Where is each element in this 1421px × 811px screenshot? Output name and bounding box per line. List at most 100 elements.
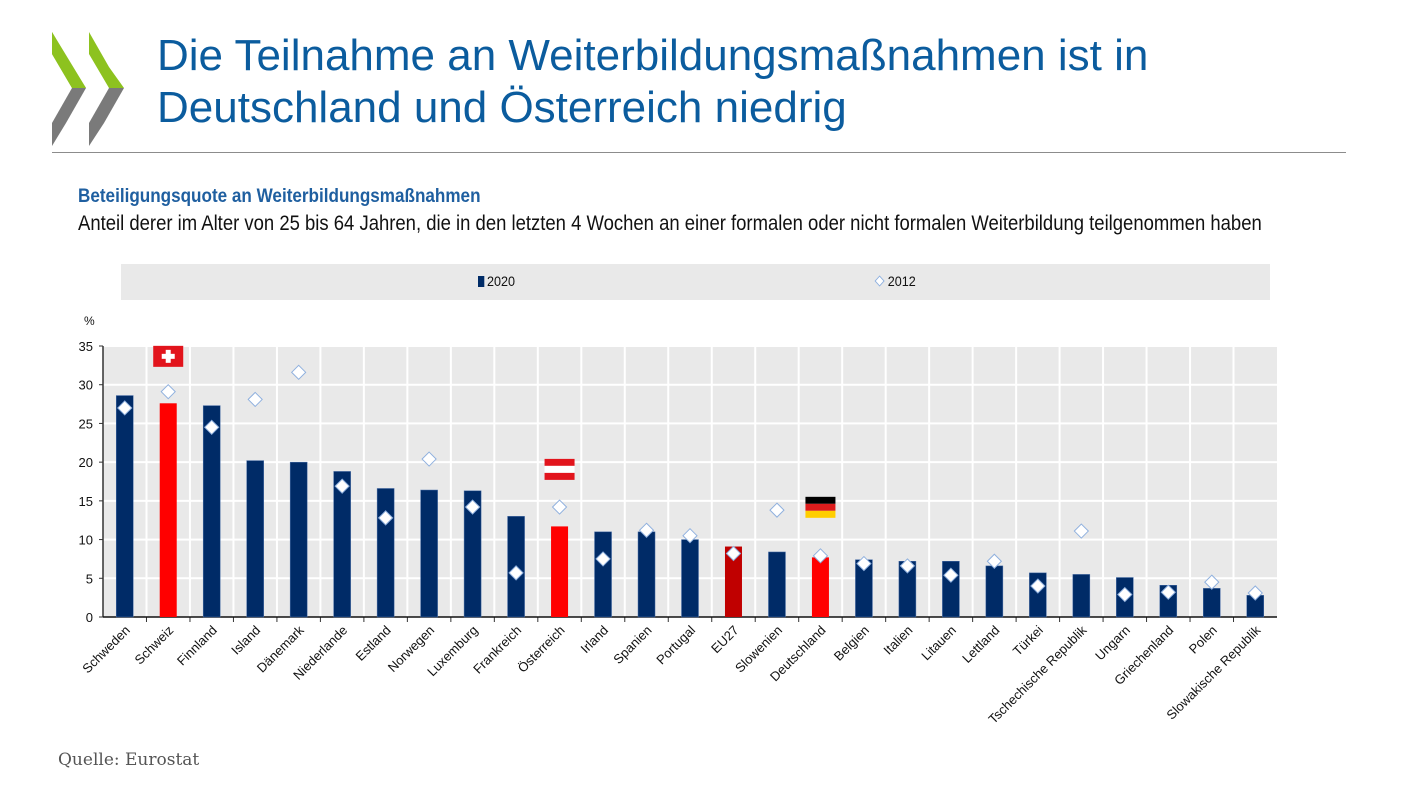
marker-2012: [551, 499, 568, 515]
x-tick-label: Österreich: [515, 623, 568, 676]
legend-bar-swatch-icon: [478, 276, 485, 287]
y-tick-label: 20: [79, 455, 93, 470]
marker-2012: [725, 545, 742, 562]
y-tick-label: 35: [79, 339, 93, 354]
x-tick-label: Türkei: [1010, 622, 1046, 658]
y-axis-label: %: [84, 314, 95, 328]
logo-chevron-left-green-fill: [52, 32, 86, 88]
marker-2012: [290, 364, 307, 381]
marker-2012: [986, 553, 1003, 569]
bar-2020: [811, 557, 829, 617]
x-tick-label: Island: [228, 623, 263, 658]
bar-2020: [768, 551, 786, 618]
bar-2020: [376, 488, 395, 618]
x-tick-label: Litauen: [918, 623, 959, 664]
x-tick-label: Polen: [1186, 623, 1220, 657]
marker-2012: [203, 419, 220, 436]
y-tick-label: 5: [86, 571, 93, 586]
marker-2012: [1160, 584, 1177, 600]
source-note: Quelle: Eurostat: [58, 750, 200, 770]
page-title-line2: Deutschland und Österreich niedrig: [157, 83, 847, 132]
germany-flag-gold: [805, 510, 836, 518]
marker-2012: [160, 383, 176, 400]
switzerland-flag-cross-h: [161, 353, 175, 359]
bar-2020: [1072, 574, 1091, 618]
x-tick-label: Lettland: [959, 623, 1002, 666]
marker-2012: [638, 522, 655, 538]
oecd-logo: [52, 32, 124, 146]
marker-2012: [508, 565, 524, 581]
marker-2012: [247, 391, 263, 408]
x-tick-label: Irland: [578, 623, 612, 657]
bar-2020: [1203, 588, 1221, 618]
x-tick-label: Schweiz: [131, 623, 176, 668]
y-tick-label: 15: [79, 494, 93, 509]
marker-2012: [1247, 585, 1263, 601]
marker-2012: [1030, 578, 1046, 594]
legend-label-2020: 2020: [487, 273, 516, 289]
bar-2020: [246, 460, 264, 618]
logo-chevron-left-green: [52, 32, 86, 88]
bar-2020: [202, 405, 221, 618]
marker-2012: [856, 555, 872, 572]
marker-2012: [464, 499, 481, 515]
marker-2012: [595, 551, 611, 567]
marker-2012: [1117, 586, 1133, 603]
bar-2020: [985, 565, 1004, 618]
germany-flag-icon: [805, 496, 836, 504]
bar-2020: [289, 461, 308, 618]
bar-2020: [463, 490, 482, 618]
bar-2020: [420, 489, 438, 618]
bar-2020: [681, 539, 699, 618]
marker-2012: [812, 548, 829, 564]
y-tick-label: 10: [79, 533, 93, 548]
marker-2012: [421, 451, 437, 467]
x-tick-label: Portugal: [653, 622, 698, 667]
marker-2012: [769, 502, 785, 518]
bar-2020: [724, 546, 742, 617]
austria-flag-icon: [544, 458, 575, 466]
bar-2020: [594, 531, 612, 618]
x-tick-label: Belgien: [831, 623, 872, 664]
x-tick-label: Ungarn: [1092, 623, 1133, 664]
x-tick-label: Finnland: [174, 623, 220, 669]
chart-legend: 2020 2012: [121, 264, 1270, 300]
bar-2020: [115, 395, 134, 618]
marker-2012: [1204, 574, 1220, 590]
legend-item-2012: 2012: [874, 273, 916, 289]
germany-flag-red: [805, 503, 836, 511]
bar-2020: [159, 403, 177, 617]
marker-2012: [943, 567, 959, 583]
marker-2012: [117, 400, 133, 416]
bar-2020: [551, 526, 569, 617]
marker-2012: [899, 558, 916, 574]
marker-2012: [1073, 523, 1090, 539]
chart-description: Anteil derer im Alter von 25 bis 64 Jahr…: [78, 212, 1262, 235]
y-tick-label: 30: [79, 378, 93, 393]
marker-2012: [377, 510, 394, 526]
austria-flag-red: [544, 472, 575, 480]
legend-item-2020: 2020: [478, 273, 515, 289]
x-tick-label: EU27: [708, 623, 742, 657]
logo-chevron-right-green: [89, 32, 124, 88]
x-tick-label: Schweden: [79, 623, 133, 677]
chart-subtitle: Beteiligungsquote an Weiterbildungsmaßna…: [78, 186, 481, 207]
x-tick-label: Italien: [880, 623, 915, 658]
x-tick-label: Estland: [352, 623, 393, 664]
legend-label-2012: 2012: [887, 273, 916, 289]
bar-2020: [637, 531, 656, 618]
x-tick-label: Frankreich: [470, 623, 524, 677]
bar-2020: [333, 471, 351, 618]
logo-chevron-right-grey: [89, 88, 124, 146]
austria-flag-white: [544, 465, 575, 473]
page-title: Die Teilnahme an Weiterbildungsmaßnahmen…: [157, 30, 1357, 134]
x-tick-label: Spanien: [610, 623, 654, 667]
y-tick-label: 25: [79, 416, 93, 431]
y-tick-label: 0: [86, 610, 93, 625]
page-title-line1: Die Teilnahme an Weiterbildungsmaßnahmen…: [157, 31, 1149, 80]
marker-2012: [334, 478, 350, 494]
marker-2012: [682, 527, 698, 544]
logo-chevron-left-grey: [52, 88, 86, 146]
